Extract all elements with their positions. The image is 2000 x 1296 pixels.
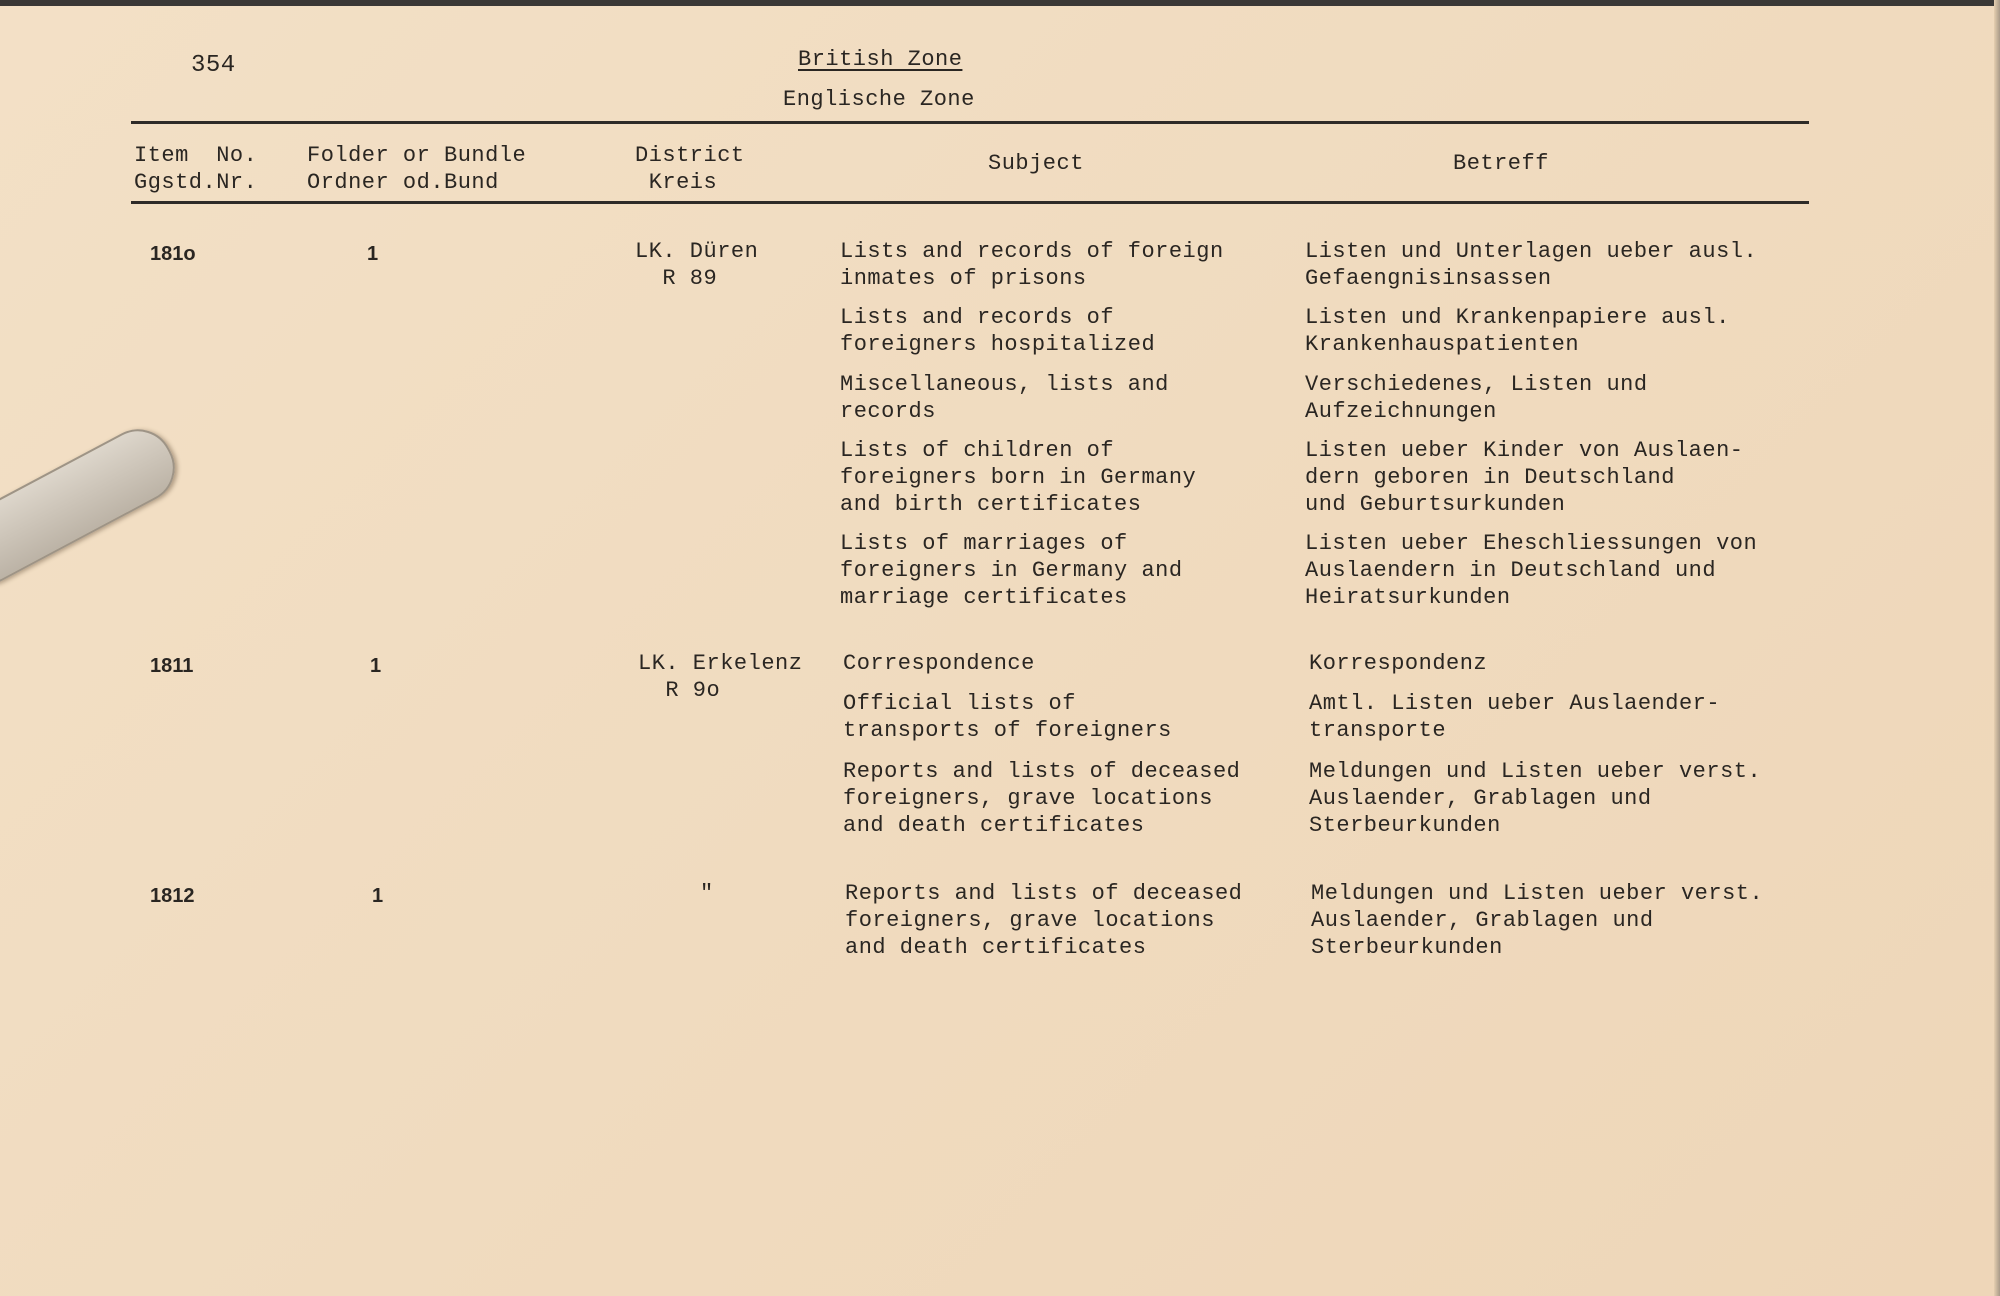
- page-title: British Zone: [798, 47, 963, 72]
- betreff-entry: Listen ueber Eheschliessungen von Auslae…: [1305, 531, 1758, 610]
- subject-entry: Official lists of transports of foreigne…: [843, 691, 1172, 743]
- header-betreff: Betreff: [1453, 151, 1549, 176]
- subject-entry: Lists and records of foreigners hospital…: [840, 305, 1156, 357]
- district-line: LK. Düren: [635, 239, 759, 264]
- subject-entry: Lists of marriages of foreigners in Germ…: [840, 531, 1183, 610]
- item-number: 1812: [150, 885, 195, 907]
- header-rule: [131, 201, 1809, 204]
- district-line: LK. Erkelenz: [638, 651, 803, 676]
- folder-number: 1: [370, 655, 382, 677]
- header-subject: Subject: [988, 151, 1084, 176]
- subject-entry: Reports and lists of deceased foreigners…: [845, 881, 1243, 960]
- scan-right-edge: [1994, 0, 2000, 1296]
- item-number: 181o: [150, 243, 196, 265]
- district-line: R 9o: [638, 678, 721, 703]
- betreff-entry: Meldungen und Listen ueber verst. Auslae…: [1311, 881, 1764, 960]
- folder-number: 1: [367, 243, 379, 265]
- betreff-entry: Listen und Unterlagen ueber ausl. Gefaen…: [1305, 239, 1758, 291]
- subject-entry: Reports and lists of deceased foreigners…: [843, 759, 1241, 838]
- header-item-no: Item No. Ggstd.Nr.: [134, 143, 258, 195]
- folder-number: 1: [372, 885, 384, 907]
- betreff-entry: Listen und Krankenpapiere ausl. Krankenh…: [1305, 305, 1730, 357]
- thumb-holding-page: [0, 417, 188, 597]
- betreff-entry: Verschiedenes, Listen und Aufzeichnungen: [1305, 372, 1648, 424]
- betreff-entry: Amtl. Listen ueber Auslaender- transport…: [1309, 691, 1721, 743]
- header-district: District Kreis: [635, 143, 745, 195]
- header-folder: Folder or Bundle Ordner od.Bund: [307, 143, 527, 195]
- subject-entry: Lists of children of foreigners born in …: [840, 438, 1197, 517]
- item-number: 1811: [150, 655, 194, 677]
- betreff-entry: Listen ueber Kinder von Auslaen- dern ge…: [1305, 438, 1744, 517]
- page-subtitle: Englische Zone: [783, 87, 975, 112]
- betreff-entry: Korrespondenz: [1309, 651, 1488, 676]
- betreff-entry: Meldungen und Listen ueber verst. Auslae…: [1309, 759, 1762, 838]
- subject-entry: Miscellaneous, lists and records: [840, 372, 1169, 424]
- subject-entry: Lists and records of foreign inmates of …: [840, 239, 1224, 291]
- top-rule: [131, 121, 1809, 124]
- district-line: R 89: [635, 266, 718, 291]
- subject-entry: Correspondence: [843, 651, 1035, 676]
- scan-top-edge: [0, 0, 2000, 6]
- page-number: 354: [191, 52, 236, 79]
- district-line: ": [700, 881, 714, 906]
